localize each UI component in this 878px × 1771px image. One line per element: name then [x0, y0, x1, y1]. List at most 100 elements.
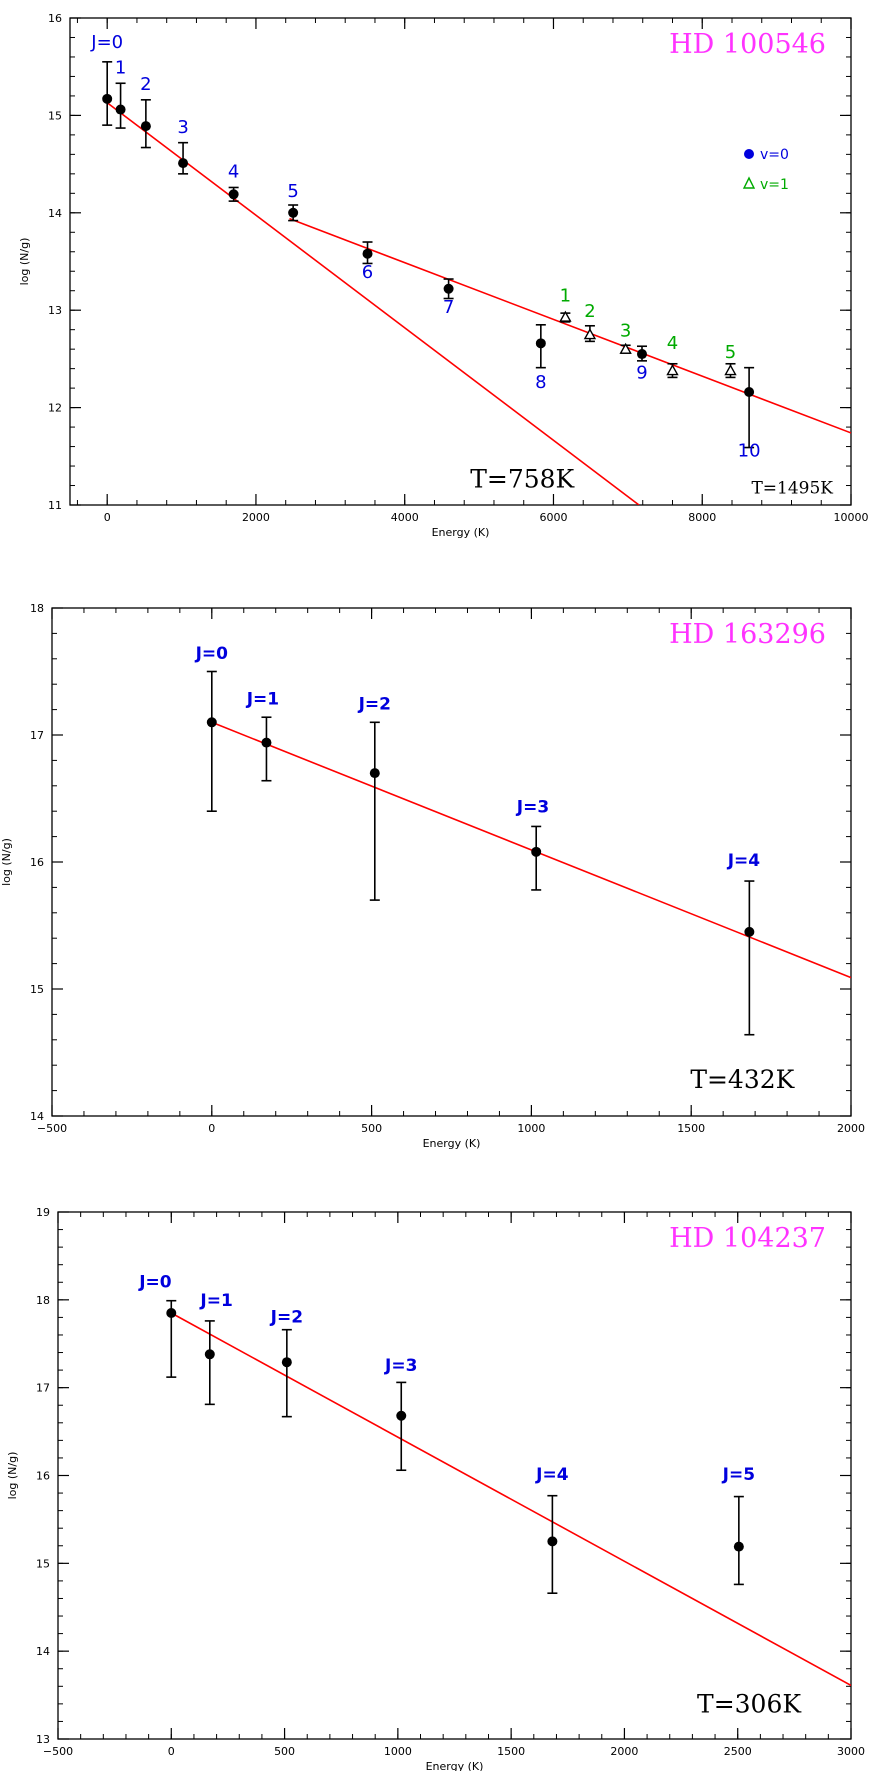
x-tick-label: 3000 [837, 1745, 865, 1758]
y-tick-label: 16 [30, 856, 44, 869]
y-tick-label: 16 [36, 1470, 50, 1483]
legend-marker-triangle [742, 176, 756, 189]
level-label: 1 [560, 285, 571, 306]
x-tick-label: 1500 [677, 1122, 705, 1135]
x-axis-label: Energy (K) [426, 1760, 484, 1771]
legend-label: v=0 [760, 147, 789, 163]
level-label: J=3 [384, 1356, 417, 1376]
data-point [261, 737, 272, 748]
x-tick-label: 2000 [837, 1122, 865, 1135]
level-label: 6 [362, 262, 373, 283]
y-tick-label: 12 [48, 402, 62, 415]
x-tick-label: 0 [104, 511, 111, 524]
data-point [102, 93, 113, 104]
level-label: 7 [443, 297, 454, 318]
x-axis-label: Energy (K) [432, 526, 490, 539]
x-axis-label: Energy (K) [423, 1137, 481, 1150]
x-tick-label: 500 [361, 1122, 382, 1135]
fit-line [289, 217, 851, 434]
y-axis-label: log (N/g) [18, 238, 31, 286]
y-axis-label: log (N/g) [6, 1452, 19, 1500]
x-tick-label: 4000 [391, 511, 419, 524]
level-label: 3 [620, 320, 631, 341]
y-tick-label: 18 [36, 1294, 50, 1307]
fit-line [211, 721, 851, 979]
y-tick-label: 19 [36, 1206, 50, 1219]
level-label: J=0 [90, 32, 123, 53]
temperature-label: T=432K [690, 1065, 795, 1094]
x-tick-label: 0 [168, 1745, 175, 1758]
temperature-label: T=1495K [751, 478, 833, 498]
x-tick-label: 6000 [539, 511, 567, 524]
data-point [535, 338, 546, 349]
y-tick-label: 17 [36, 1382, 50, 1395]
chart-title: HD 100546 [669, 29, 826, 60]
y-tick-label: 14 [36, 1645, 50, 1658]
level-label: 9 [636, 362, 647, 383]
level-label: J=5 [722, 1465, 755, 1485]
x-tick-label: 1000 [517, 1122, 545, 1135]
temperature-label: T=306K [697, 1690, 802, 1719]
level-label: J=3 [516, 797, 549, 817]
data-point [228, 189, 239, 200]
temperature-label: T=758K [470, 464, 575, 493]
level-label: 2 [584, 301, 595, 322]
data-point [531, 846, 542, 857]
level-label: J=2 [358, 695, 391, 715]
data-point [166, 1308, 177, 1319]
fit-line [170, 1312, 851, 1687]
data-point [362, 248, 373, 259]
level-label: 4 [667, 333, 678, 354]
x-tick-label: 2500 [724, 1745, 752, 1758]
y-tick-label: 14 [48, 207, 62, 220]
data-point-triangle [666, 364, 679, 376]
x-tick-label: 500 [274, 1745, 295, 1758]
data-point [140, 121, 151, 132]
level-label: J=1 [199, 1291, 232, 1311]
data-point-triangle [619, 342, 632, 354]
level-label: J=1 [246, 690, 279, 710]
x-tick-label: −500 [37, 1122, 67, 1135]
chart-panel-3: −500 0 500 1000 1500 2000 2500 3000 13 14 15 16 17 18… [6, 1206, 865, 1771]
y-tick-label: 11 [48, 499, 62, 512]
data-point [396, 1410, 407, 1421]
data-point [115, 104, 126, 115]
chart-panel-1: 0 2000 4000 6000 8000 10000111213141516Energy… [18, 12, 869, 539]
y-tick-label: 13 [48, 304, 62, 317]
x-tick-label: 2000 [610, 1745, 638, 1758]
y-tick-label: 18 [30, 602, 44, 615]
level-label: 8 [535, 372, 546, 393]
data-point [636, 349, 647, 360]
level-label: 5 [287, 181, 298, 202]
x-tick-label: −500 [43, 1745, 73, 1758]
data-point [178, 158, 189, 169]
chart-title: HD 163296 [669, 619, 826, 650]
chart-title: HD 104237 [669, 1223, 826, 1254]
x-tick-label: 1000 [384, 1745, 412, 1758]
data-point [281, 1357, 292, 1368]
data-point [288, 207, 299, 218]
data-point [204, 1349, 215, 1360]
level-label: 1 [115, 58, 126, 79]
level-label: 5 [725, 342, 736, 363]
level-label: J=4 [727, 851, 761, 871]
data-point-triangle [559, 310, 572, 322]
data-point-triangle [583, 328, 597, 340]
x-tick-label: 8000 [688, 511, 716, 524]
y-tick-label: 15 [36, 1557, 50, 1570]
legend-label: v=1 [760, 177, 789, 193]
y-tick-label: 15 [30, 983, 44, 996]
data-point [733, 1541, 744, 1552]
level-label: J=0 [195, 644, 229, 664]
chart-panel-2: −500 0 500 1000 1500 2000 14 15 16 17 18 Energy (K)… [0, 602, 865, 1150]
data-point [443, 283, 454, 294]
y-axis-label: log (N/g) [0, 838, 13, 886]
level-label: 3 [177, 117, 188, 138]
data-point [369, 768, 380, 779]
x-tick-label: 0 [208, 1122, 215, 1135]
y-tick-label: 15 [48, 109, 62, 122]
level-label: J=2 [270, 1308, 303, 1328]
data-point [206, 717, 217, 728]
